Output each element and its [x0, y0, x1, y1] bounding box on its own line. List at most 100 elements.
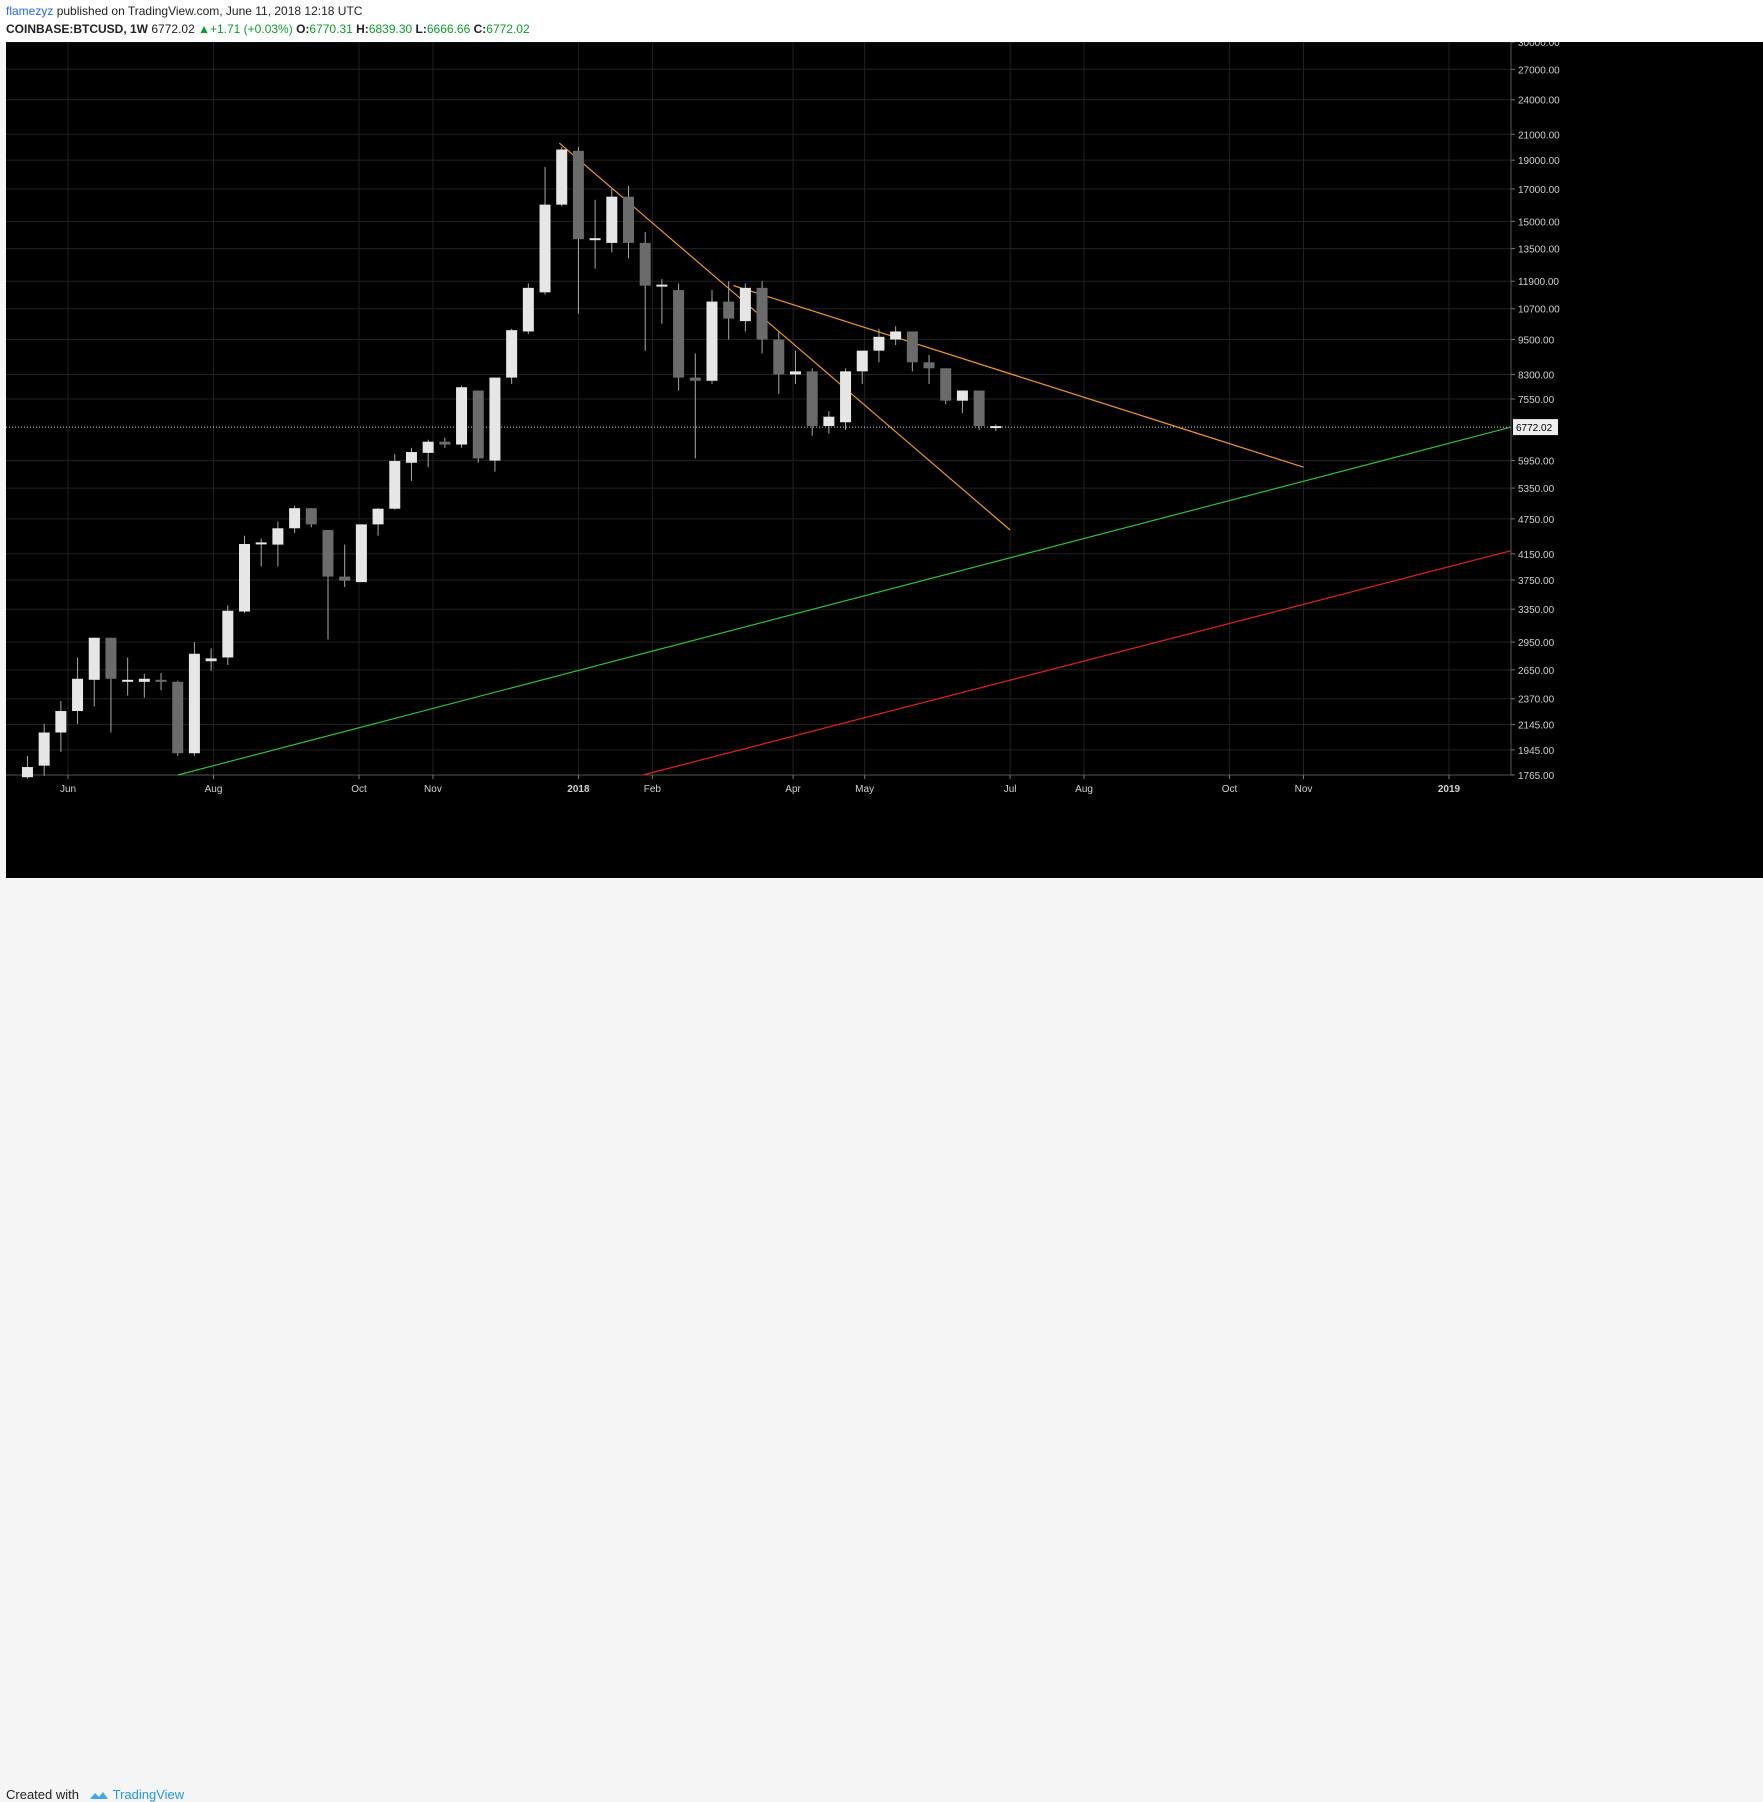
candle-body-up [789, 371, 801, 375]
x-tick-label: Nov [424, 784, 442, 795]
x-tick-label: Oct [351, 784, 367, 795]
candle-body-up [706, 301, 718, 381]
candle-body-down [773, 339, 785, 375]
y-tick-label: 4750.00 [1518, 515, 1555, 526]
y-tick-label: 30000.00 [1518, 42, 1560, 49]
y-tick-label: 15000.00 [1518, 217, 1560, 228]
candle-body-up [289, 508, 301, 529]
candle-body-up [873, 336, 885, 351]
x-tick-label: Nov [1295, 784, 1313, 795]
candle-body-up [389, 461, 401, 509]
y-tick-label: 5950.00 [1518, 457, 1555, 468]
candle-body-down [322, 529, 334, 577]
high-value: 6839.30 [368, 22, 413, 36]
y-tick-label: 4150.00 [1518, 550, 1555, 561]
y-tick-label: 1765.00 [1518, 771, 1555, 782]
y-tick-label: 2145.00 [1518, 721, 1555, 732]
footer: Created with TradingView [0, 878, 1763, 1802]
y-tick-label: 8300.00 [1518, 370, 1555, 381]
candle-body-up [823, 416, 835, 427]
low-value: 6666.66 [426, 22, 471, 36]
x-tick-label: Apr [785, 784, 801, 795]
symbol-label: COINBASE:BTCUSD, 1W [6, 22, 149, 36]
candle-body-up [355, 524, 367, 583]
candle-body-up [656, 284, 668, 287]
candle-body-up [422, 441, 434, 453]
candle-body-up [539, 204, 551, 293]
x-tick-label: May [855, 784, 874, 795]
up-arrow-icon: ▲ [198, 22, 210, 36]
candle-body-down [172, 681, 184, 754]
candle-body-down [923, 362, 935, 369]
x-tick-label: Oct [1222, 784, 1238, 795]
x-tick-label: Aug [205, 784, 223, 795]
candle-body-up [38, 732, 50, 766]
candle-body-up [489, 377, 501, 461]
candle-body-up [122, 679, 134, 682]
y-tick-label: 17000.00 [1518, 185, 1560, 196]
y-tick-label: 5350.00 [1518, 484, 1555, 495]
candle-body-up [239, 544, 251, 612]
trendline-green [177, 426, 1512, 776]
x-tick-label: Jun [60, 784, 76, 795]
candle-body-up [255, 542, 267, 545]
candle-body-up [372, 508, 384, 525]
last-price-badge-label: 6772.02 [1516, 423, 1553, 434]
candle-body-down [673, 290, 685, 378]
y-tick-label: 2370.00 [1518, 695, 1555, 706]
author-link[interactable]: flamezyz [6, 4, 54, 18]
created-with-text: Created with [6, 1787, 79, 1802]
low-label: L: [415, 22, 427, 36]
last-price-badge [1513, 419, 1558, 436]
y-tick-label: 3750.00 [1518, 576, 1555, 587]
chart-background [6, 42, 1763, 878]
candle-body-up [405, 452, 417, 463]
x-tick-label: 2018 [567, 784, 590, 795]
candle-body-down [305, 508, 317, 525]
candle-body-up [890, 331, 902, 340]
y-tick-label: 24000.00 [1518, 96, 1560, 107]
trendline-orange [733, 285, 1304, 468]
candle-body-up [205, 658, 217, 662]
y-tick-label: 7550.00 [1518, 395, 1555, 406]
publish-line: flamezyz published on TradingView.com, J… [6, 4, 362, 18]
candle-body-up [522, 287, 534, 332]
candle-body-down [339, 576, 351, 581]
candle-body-up [990, 426, 1002, 429]
candle-body-down [105, 637, 117, 679]
tradingview-brand-link[interactable]: TradingView [112, 1787, 185, 1802]
candle-body-up [840, 371, 852, 423]
y-tick-label: 21000.00 [1518, 130, 1560, 141]
candle-body-up [606, 196, 618, 243]
candle-body-down [639, 242, 651, 286]
y-tick-label: 10700.00 [1518, 305, 1560, 316]
y-tick-label: 13500.00 [1518, 245, 1560, 256]
candle-body-down [472, 390, 484, 459]
y-tick-label: 19000.00 [1518, 156, 1560, 167]
candle-body-down [689, 377, 701, 381]
y-tick-label: 3350.00 [1518, 605, 1555, 616]
trendline-red [642, 550, 1512, 776]
close-value: 6772.02 [486, 22, 530, 36]
y-tick-label: 1945.00 [1518, 746, 1555, 757]
x-tick-label: Feb [644, 784, 662, 795]
y-tick-label: 11900.00 [1518, 277, 1559, 288]
candle-body-down [623, 196, 635, 243]
candle-body-up [272, 528, 284, 545]
candle-body-up [88, 637, 100, 680]
candle-body-down [723, 301, 735, 319]
candle-body-down [940, 368, 952, 401]
open-value: 6770.31 [309, 22, 353, 36]
x-tick-label: Jul [1004, 784, 1017, 795]
created-with-line: Created with TradingView [6, 1787, 184, 1802]
quote-line: COINBASE:BTCUSD, 1W 6772.02 ▲+1.71 (+0.0… [6, 22, 530, 36]
candle-body-down [906, 331, 918, 363]
candlestick-chart[interactable]: 30000.00 27000.00 24000.00 21000.00 19000.00… [6, 38, 1763, 878]
candle-body-up [21, 767, 33, 778]
candle-body-up [739, 287, 751, 322]
chart-header: flamezyz published on TradingView.com, J… [0, 0, 1763, 42]
close-label: C: [473, 22, 487, 36]
y-tick-label: 9500.00 [1518, 336, 1555, 347]
candle-body-down [572, 150, 584, 240]
candle-body-up [188, 653, 200, 754]
